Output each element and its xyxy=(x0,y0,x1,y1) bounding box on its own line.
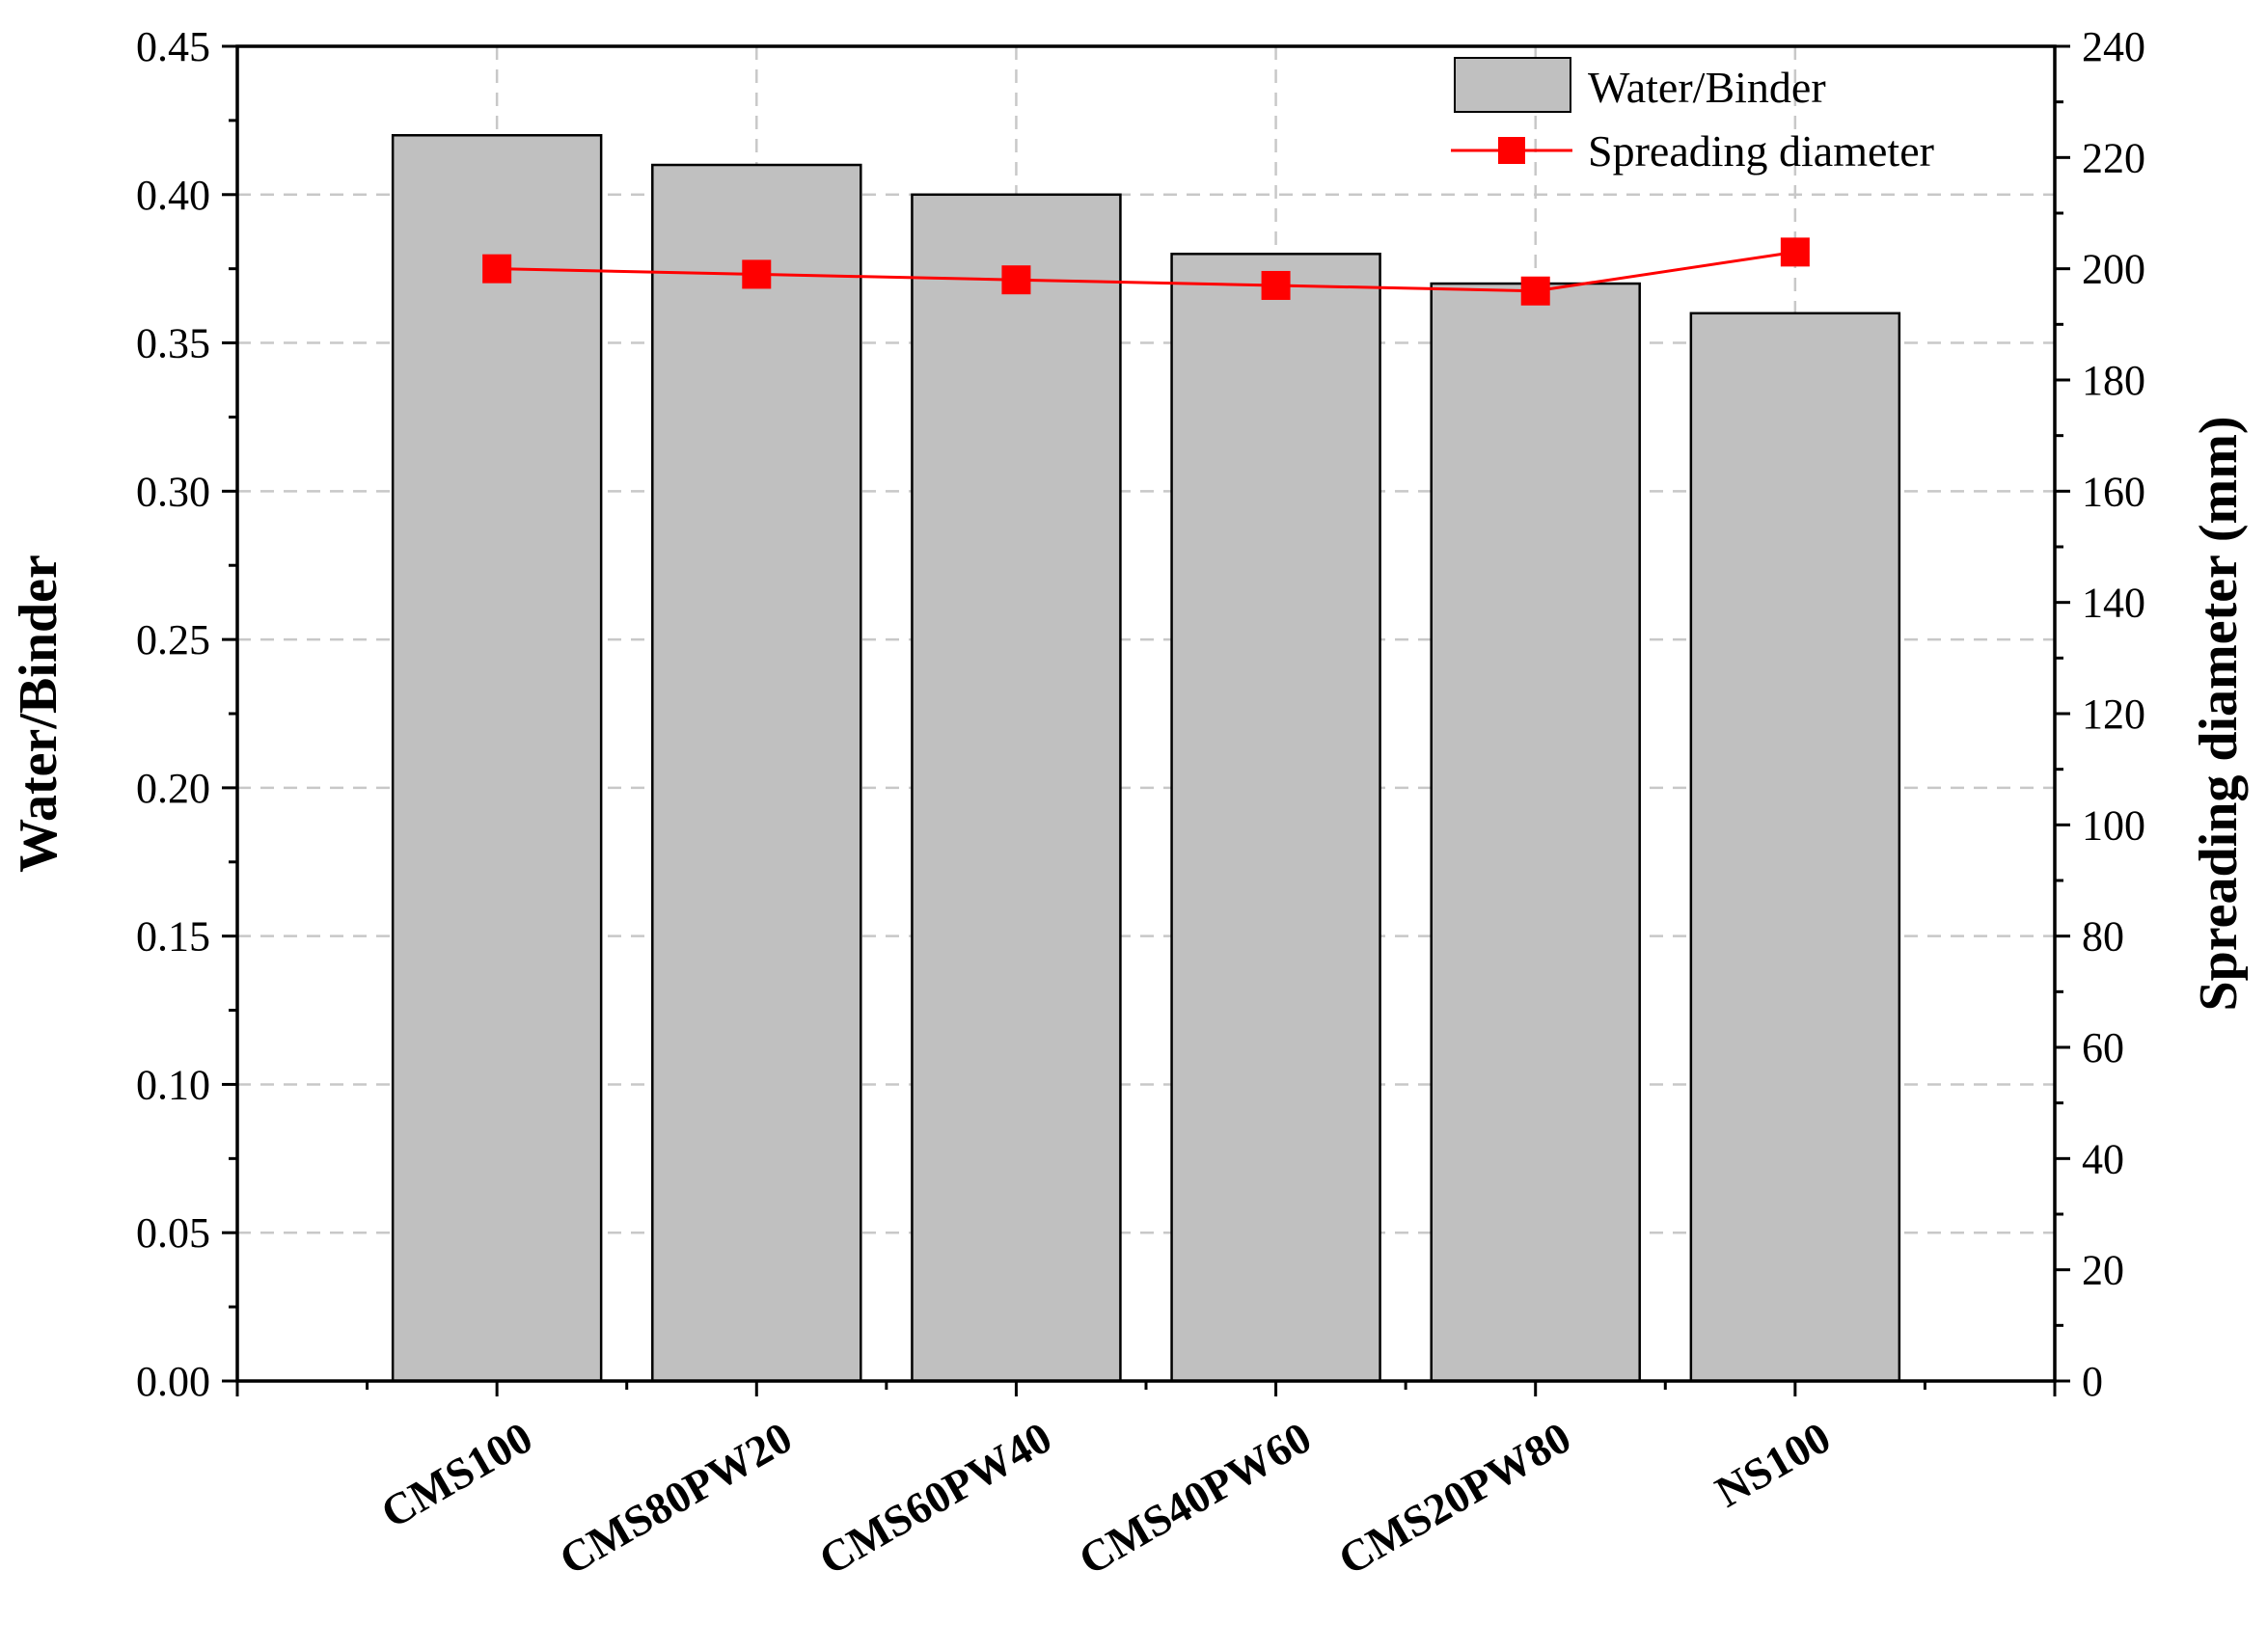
y2-tick-label: 160 xyxy=(2082,468,2145,515)
x-tick-label: CMS20PW80 xyxy=(1330,1412,1579,1584)
bars xyxy=(391,134,1901,1383)
point-CMS60PW40 xyxy=(1001,265,1031,295)
bar-CMS20PW80 xyxy=(1430,282,1641,1383)
point-CMS80PW20 xyxy=(742,259,772,289)
legend-line-marker xyxy=(1498,137,1525,164)
legend: Water/Binder Spreading diameter xyxy=(1451,57,1934,176)
bar-CMS100 xyxy=(391,134,603,1383)
y-tick-label: 0.25 xyxy=(136,616,210,664)
axes xyxy=(222,44,2070,1396)
y-tick-label: 0.15 xyxy=(136,913,210,961)
line-series xyxy=(482,237,1810,306)
bar-CMS40PW60 xyxy=(1170,253,1381,1383)
y2-tick-label: 140 xyxy=(2082,580,2145,627)
point-CMS20PW80 xyxy=(1520,276,1550,306)
y2-tick-label: 240 xyxy=(2082,23,2145,70)
point-CMS100 xyxy=(482,254,512,284)
y-tick-label: 0.45 xyxy=(136,23,210,70)
y-tick-label: 0.10 xyxy=(136,1061,210,1108)
y2-tick-label: 60 xyxy=(2082,1024,2124,1071)
y-tick-label: 0.35 xyxy=(136,320,210,367)
y2-tick-label: 0 xyxy=(2082,1358,2103,1405)
x-tick-label: CMS100 xyxy=(372,1412,540,1537)
point-CMS40PW60 xyxy=(1261,270,1291,300)
x-tick-label: CMS60PW40 xyxy=(811,1412,1060,1584)
y-tick-label: 0.30 xyxy=(136,468,210,515)
legend-bar-label: Water/Binder xyxy=(1588,63,1826,112)
x-tick-label: NS100 xyxy=(1707,1412,1839,1516)
x-tick-label: CMS40PW60 xyxy=(1071,1412,1320,1584)
y-tick-label: 0.20 xyxy=(136,765,210,812)
y2-tick-label: 40 xyxy=(2082,1135,2124,1182)
y2-tick-label: 100 xyxy=(2082,801,2145,849)
x-tick-label: CMS80PW20 xyxy=(551,1412,800,1584)
y2-tick-label: 20 xyxy=(2082,1247,2124,1294)
y2-tick-label: 220 xyxy=(2082,134,2145,181)
y2-tick-label: 120 xyxy=(2082,691,2145,738)
y2-tick-label: 180 xyxy=(2082,357,2145,404)
bar-CMS60PW40 xyxy=(911,193,1122,1383)
bar-NS100 xyxy=(1689,311,1901,1383)
spreading-diameter-line xyxy=(497,250,1796,293)
y-tick-label: 0.40 xyxy=(136,172,210,219)
legend-line-label: Spreading diameter xyxy=(1588,126,1934,176)
y2-tick-label: 200 xyxy=(2082,246,2145,293)
y-tick-label: 0.05 xyxy=(136,1209,210,1257)
legend-bar-swatch xyxy=(1454,57,1571,113)
bar-CMS80PW20 xyxy=(651,163,862,1383)
y2-tick-label: 80 xyxy=(2082,913,2124,961)
y-tick-label: 0.00 xyxy=(136,1358,210,1405)
y2-axis-title: Spreading diameter (mm) xyxy=(2189,417,2249,1012)
y-axis-title: Water/Binder xyxy=(9,555,68,873)
point-NS100 xyxy=(1780,237,1810,267)
